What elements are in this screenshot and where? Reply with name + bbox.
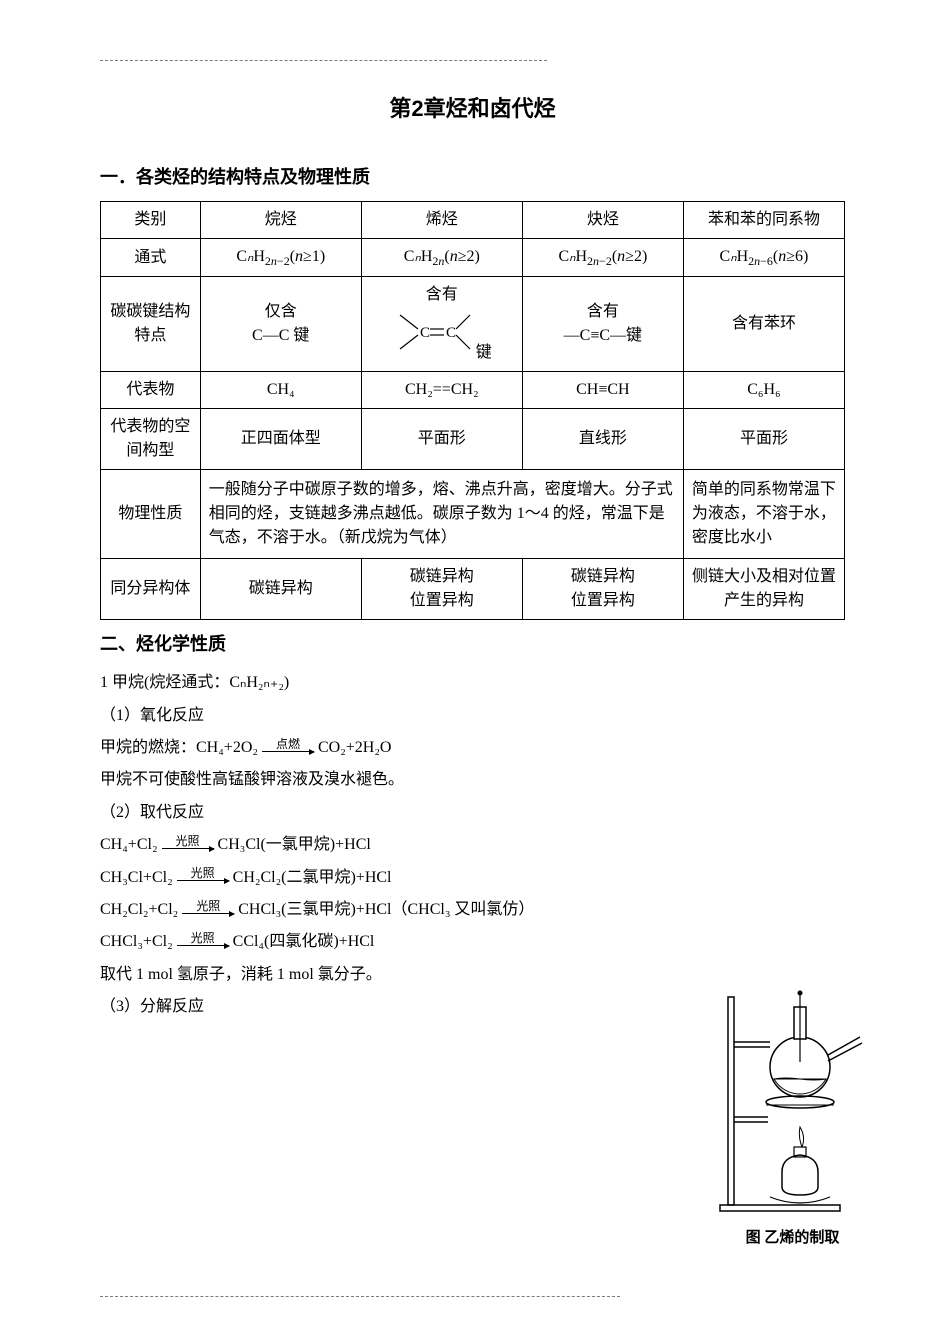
cell-formula-alkane: CₙH2n−2(n≥1) bbox=[200, 239, 361, 277]
c-double-c-icon: C C bbox=[392, 307, 472, 357]
cell-bond-alkyne: 含有—C≡C—键 bbox=[522, 277, 683, 372]
cell-bond-alkene: 含有 C C 键 bbox=[361, 277, 522, 372]
table-row: 代表物的空间构型 正四面体型 平面形 直线形 平面形 bbox=[101, 409, 845, 470]
document-page: 第2章烃和卤代烃 一．各类烃的结构特点及物理性质 类别 烷烃 烯烃 炔烃 苯和苯… bbox=[0, 0, 945, 1337]
r2-right: CH₂Cl₂(二氯甲烷)+HCl bbox=[233, 869, 392, 886]
reaction-arrow-icon: 光照 bbox=[162, 842, 214, 849]
line-mol-ratio: 取代 1 mol 氢原子，消耗 1 mol 氯分子。 bbox=[100, 960, 607, 990]
reaction-arrow-icon: 点燃 bbox=[262, 745, 314, 752]
reaction-3: CH₂Cl₂+Cl₂ 光照 CHCl₃(三氯甲烷)+HCl（CHCl₃ 又叫氯仿… bbox=[100, 895, 607, 925]
arrow-condition: 光照 bbox=[177, 862, 229, 885]
r4-left: CHCl₃+Cl₂ bbox=[100, 933, 173, 950]
row-header-geometry: 代表物的空间构型 bbox=[101, 409, 201, 470]
r1-left: CH₄+Cl₂ bbox=[100, 836, 158, 853]
r3-right: CHCl₃(三氯甲烷)+HCl（CHCl₃ 又叫氯仿） bbox=[238, 901, 534, 918]
arrow-condition: 光照 bbox=[182, 895, 234, 918]
row-header-isomer: 同分异构体 bbox=[101, 559, 201, 620]
alkene-bond-prefix: 含有 bbox=[426, 286, 458, 303]
r4-right: CCl₄(四氯化碳)+HCl bbox=[233, 933, 375, 950]
cell-isomer-alkene: 碳链异构位置异构 bbox=[361, 559, 522, 620]
cell-isomer-benzene: 侧链大小及相对位置产生的异构 bbox=[683, 559, 844, 620]
table-row: 类别 烷烃 烯烃 炔烃 苯和苯的同系物 bbox=[101, 202, 845, 239]
combustion-left: 甲烷的燃烧：CH₄+2O₂ bbox=[100, 739, 258, 756]
cell-bond-benzene: 含有苯环 bbox=[683, 277, 844, 372]
r3-left: CH₂Cl₂+Cl₂ bbox=[100, 901, 178, 918]
hydrocarbon-table: 类别 烷烃 烯烃 炔烃 苯和苯的同系物 通式 CₙH2n−2(n≥1) CₙH2… bbox=[100, 201, 845, 620]
table-row: 碳碳键结构特点 仅含C—C 键 含有 C C 键 bbox=[101, 277, 845, 372]
alkene-bond-suffix: 键 bbox=[476, 344, 492, 361]
cell-rep-alkene: CH₂==CH₂ bbox=[361, 372, 522, 409]
col-header-alkyne: 炔烃 bbox=[522, 202, 683, 239]
apparatus-icon bbox=[710, 987, 875, 1217]
cell-bond-alkane: 仅含C—C 键 bbox=[200, 277, 361, 372]
row-header-rep: 代表物 bbox=[101, 372, 201, 409]
apparatus-caption: 图 乙烯的制取 bbox=[710, 1226, 875, 1247]
reaction-1: CH₄+Cl₂ 光照 CH₃Cl(一氯甲烷)+HCl bbox=[100, 830, 607, 860]
row-header-category: 类别 bbox=[101, 202, 201, 239]
reaction-arrow-icon: 光照 bbox=[177, 939, 229, 946]
reaction-2: CH₃Cl+Cl₂ 光照 CH₂Cl₂(二氯甲烷)+HCl bbox=[100, 863, 607, 893]
arrow-condition: 光照 bbox=[177, 927, 229, 950]
line-oxidation-header: （1）氧化反应 bbox=[100, 701, 607, 731]
row-header-formula: 通式 bbox=[101, 239, 201, 277]
cell-formula-alkene: CₙH2n(n≥2) bbox=[361, 239, 522, 277]
row-header-bond: 碳碳键结构特点 bbox=[101, 277, 201, 372]
cell-formula-benzene: CₙH2n−6(n≥6) bbox=[683, 239, 844, 277]
cell-isomer-alkyne: 碳链异构位置异构 bbox=[522, 559, 683, 620]
r2-left: CH₃Cl+Cl₂ bbox=[100, 869, 173, 886]
cell-rep-alkane: CH₄ bbox=[200, 372, 361, 409]
table-row: 物理性质 一般随分子中碳原子数的增多，熔、沸点升高，密度增大。分子式相同的烃，支… bbox=[101, 470, 845, 559]
apparatus-figure: 图 乙烯的制取 bbox=[710, 987, 875, 1247]
chapter-title: 第2章烃和卤代烃 bbox=[100, 91, 845, 123]
top-rule bbox=[100, 60, 547, 61]
svg-text:C: C bbox=[420, 325, 430, 341]
bottom-rule bbox=[100, 1296, 620, 1297]
reaction-arrow-icon: 光照 bbox=[182, 907, 234, 914]
cell-physical-benzene: 简单的同系物常温下为液态，不溶于水，密度比水小 bbox=[683, 470, 844, 559]
chemistry-content: 1 甲烷(烷烃通式：CₙH₂ₙ₊₂) （1）氧化反应 甲烷的燃烧：CH₄+2O₂… bbox=[100, 668, 607, 1022]
reaction-arrow-icon: 光照 bbox=[177, 874, 229, 881]
line-combustion: 甲烷的燃烧：CH₄+2O₂ 点燃 CO₂+2H₂O bbox=[100, 733, 607, 763]
cell-geom-alkane: 正四面体型 bbox=[200, 409, 361, 470]
section-2-title: 二、烃化学性质 bbox=[100, 630, 845, 656]
line-methane-intro: 1 甲烷(烷烃通式：CₙH₂ₙ₊₂) bbox=[100, 668, 607, 698]
section-1-title: 一．各类烃的结构特点及物理性质 bbox=[100, 163, 845, 189]
row-header-physical: 物理性质 bbox=[101, 470, 201, 559]
arrow-condition: 点燃 bbox=[262, 733, 314, 756]
table-row: 通式 CₙH2n−2(n≥1) CₙH2n(n≥2) CₙH2n−2(n≥2) … bbox=[101, 239, 845, 277]
col-header-alkene: 烯烃 bbox=[361, 202, 522, 239]
cell-rep-benzene: C₆H₆ bbox=[683, 372, 844, 409]
cell-formula-alkyne: CₙH2n−2(n≥2) bbox=[522, 239, 683, 277]
table-row: 代表物 CH₄ CH₂==CH₂ CH≡CH C₆H₆ bbox=[101, 372, 845, 409]
cell-rep-alkyne: CH≡CH bbox=[522, 372, 683, 409]
cell-geom-alkene: 平面形 bbox=[361, 409, 522, 470]
svg-text:C: C bbox=[446, 325, 456, 341]
r1-right: CH₃Cl(一氯甲烷)+HCl bbox=[218, 836, 371, 853]
line-decomposition-header: （3）分解反应 bbox=[100, 992, 607, 1022]
col-header-alkane: 烷烃 bbox=[200, 202, 361, 239]
combustion-right: CO₂+2H₂O bbox=[318, 739, 392, 756]
reaction-4: CHCl₃+Cl₂ 光照 CCl₄(四氯化碳)+HCl bbox=[100, 927, 607, 957]
line-kmno4: 甲烷不可使酸性高锰酸钾溶液及溴水褪色。 bbox=[100, 765, 607, 795]
cell-geom-alkyne: 直线形 bbox=[522, 409, 683, 470]
cell-geom-benzene: 平面形 bbox=[683, 409, 844, 470]
cell-isomer-alkane: 碳链异构 bbox=[200, 559, 361, 620]
line-substitution-header: （2）取代反应 bbox=[100, 798, 607, 828]
arrow-condition: 光照 bbox=[162, 830, 214, 853]
col-header-benzene: 苯和苯的同系物 bbox=[683, 202, 844, 239]
table-row: 同分异构体 碳链异构 碳链异构位置异构 碳链异构位置异构 侧链大小及相对位置产生… bbox=[101, 559, 845, 620]
cell-physical-merged: 一般随分子中碳原子数的增多，熔、沸点升高，密度增大。分子式相同的烃，支链越多沸点… bbox=[200, 470, 683, 559]
